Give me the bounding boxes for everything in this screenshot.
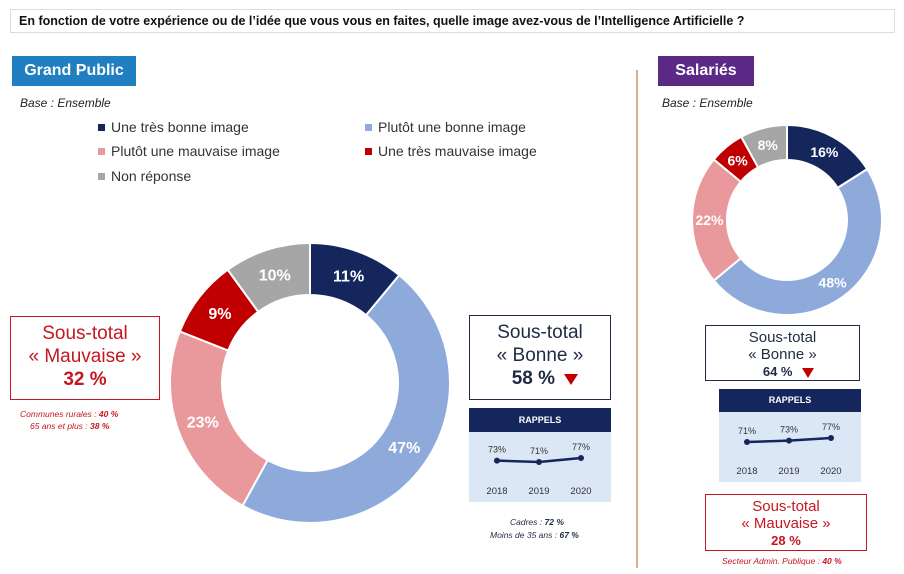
salaries-base: Base : Ensemble bbox=[662, 96, 753, 110]
legend-swatch bbox=[98, 172, 105, 180]
legend-label: Non réponse bbox=[111, 168, 192, 184]
rappels-value-label: 77% bbox=[572, 442, 590, 452]
rappels-year-label: 2020 bbox=[820, 466, 841, 477]
legend-label: Une très mauvaise image bbox=[378, 143, 537, 159]
down-arrow-icon bbox=[802, 367, 815, 378]
salaries-subtotal-bonne: Sous-total « Bonne » 64 % bbox=[705, 325, 860, 381]
mauvaise-note: Communes rurales : 40 % bbox=[20, 409, 118, 419]
legend-item: Plutôt une bonne image bbox=[365, 119, 526, 135]
salaries-subtotal-mauvaise: Sous-total « Mauvaise » 28 % bbox=[705, 494, 867, 551]
rappels-panel: 73% 2018 71% 2019 77% 2020 bbox=[469, 432, 611, 502]
legend-swatch bbox=[98, 147, 105, 155]
donut-slice bbox=[739, 123, 788, 169]
rappels-year-label: 2019 bbox=[778, 466, 799, 477]
bonne-note: Moins de 35 ans : 67 % bbox=[490, 530, 579, 540]
note-value: 40 % bbox=[822, 556, 842, 566]
rappels-year-label: 2018 bbox=[486, 486, 507, 497]
rappels-year-label: 2019 bbox=[528, 486, 549, 497]
slice-label: 9% bbox=[208, 306, 231, 323]
slice-label: 6% bbox=[727, 152, 748, 168]
note-value: 72 % bbox=[544, 517, 564, 527]
bonne-note: Cadres : 72 % bbox=[510, 517, 564, 527]
rappels-year-label: 2020 bbox=[570, 486, 591, 497]
panel-divider bbox=[636, 70, 638, 568]
rappels-point bbox=[786, 437, 792, 444]
subtotal-value: 28 % bbox=[771, 533, 801, 548]
subtotal-label: « Mauvaise » bbox=[28, 346, 142, 367]
grand-public-subtotal-mauvaise: Sous-total « Mauvaise » 32 % bbox=[10, 316, 160, 400]
legend-item: Une très bonne image bbox=[98, 119, 249, 135]
slice-label: 47% bbox=[388, 440, 420, 457]
donut-slice bbox=[169, 330, 269, 508]
slice-label: 48% bbox=[819, 275, 848, 291]
salaries-donut-chart: 16% 48% 22% 6% 8% bbox=[691, 123, 883, 316]
grand-public-subtotal-bonne: Sous-total « Bonne » 58 % bbox=[469, 315, 611, 400]
rappels-value-label: 73% bbox=[780, 425, 798, 435]
slice-label: 11% bbox=[333, 268, 364, 285]
rappels-value-label: 77% bbox=[822, 422, 840, 432]
rappels-line-chart: 71% 2018 73% 2019 77% 2020 bbox=[736, 422, 841, 477]
note-label: Cadres : bbox=[510, 517, 545, 527]
subtotal-value: 58 % bbox=[511, 368, 556, 389]
legend-item: Plutôt une mauvaise image bbox=[98, 143, 280, 159]
legend-label: Plutôt une mauvaise image bbox=[111, 143, 280, 159]
rappels-point bbox=[828, 435, 834, 441]
rappels-point bbox=[744, 439, 750, 445]
donut-slice bbox=[712, 167, 883, 316]
subtotal-label: « Mauvaise » bbox=[741, 515, 831, 532]
subtotal-value-row: 64 % bbox=[706, 363, 859, 380]
note-value: 38 % bbox=[90, 421, 110, 431]
rappels-value-label: 73% bbox=[488, 445, 506, 455]
rappels-value-label: 71% bbox=[738, 426, 756, 436]
mauvaise-note: Secteur Admin. Publique : 40 % bbox=[722, 556, 842, 566]
subtotal-label: Sous-total bbox=[752, 498, 820, 515]
question-title: En fonction de votre expérience ou de l’… bbox=[10, 9, 895, 33]
legend-item: Non réponse bbox=[98, 168, 191, 184]
subtotal-label: « Bonne » bbox=[496, 345, 584, 366]
donut-slice bbox=[241, 273, 451, 524]
rappels-point bbox=[578, 455, 584, 461]
subtotal-value: 32 % bbox=[63, 369, 107, 390]
subtotal-value-row: 58 % bbox=[470, 367, 610, 391]
subtotal-label: Sous-total bbox=[748, 329, 817, 346]
slice-label: 8% bbox=[758, 137, 779, 153]
legend-item: Une très mauvaise image bbox=[365, 143, 537, 159]
slice-label: 10% bbox=[259, 267, 291, 284]
mauvaise-note: 65 ans et plus : 38 % bbox=[30, 421, 109, 431]
legend-swatch bbox=[365, 147, 372, 155]
legend-label: Plutôt une bonne image bbox=[378, 119, 526, 135]
rappels-year-label: 2018 bbox=[736, 466, 757, 477]
subtotal-value: 64 % bbox=[762, 364, 793, 379]
donut-slice bbox=[226, 241, 311, 314]
subtotal-label: « Bonne » bbox=[748, 346, 817, 363]
grand-public-base: Base : Ensemble bbox=[20, 96, 111, 110]
salaries-title: Salariés bbox=[658, 56, 754, 86]
rappels-point bbox=[536, 459, 542, 465]
note-label: 65 ans et plus : bbox=[30, 421, 91, 431]
down-arrow-icon bbox=[564, 373, 579, 385]
slice-label: 16% bbox=[810, 144, 839, 160]
subtotal-label: Sous-total bbox=[42, 323, 128, 344]
subtotal-label: Sous-total bbox=[497, 322, 583, 343]
slice-label: 23% bbox=[187, 414, 219, 431]
rappels-point bbox=[494, 457, 500, 464]
note-label: Secteur Admin. Publique : bbox=[722, 556, 823, 566]
rappels-header: RAPPELS bbox=[469, 408, 611, 432]
grand-public-title: Grand Public bbox=[12, 56, 136, 86]
slice-label: 22% bbox=[695, 212, 724, 228]
legend-swatch bbox=[98, 123, 105, 131]
rappels-line-chart: 73% 2018 71% 2019 77% 2020 bbox=[486, 442, 591, 497]
rappels-value-label: 71% bbox=[530, 446, 548, 456]
grand-public-donut-chart: 11% 47% 23% 9% 10% bbox=[169, 241, 451, 524]
rappels-panel: 71% 2018 73% 2019 77% 2020 bbox=[719, 412, 861, 482]
note-value: 67 % bbox=[559, 530, 579, 540]
note-value: 40 % bbox=[98, 409, 119, 419]
legend-swatch bbox=[365, 123, 372, 131]
note-label: Moins de 35 ans : bbox=[490, 530, 560, 540]
legend-label: Une très bonne image bbox=[111, 119, 249, 135]
rappels-header: RAPPELS bbox=[719, 389, 861, 412]
note-label: Communes rurales : bbox=[20, 409, 99, 419]
